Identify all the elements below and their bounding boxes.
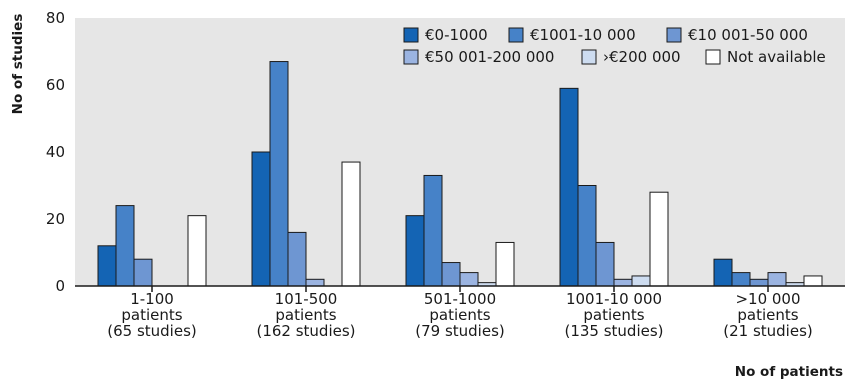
bars-group [97, 61, 823, 292]
bar [459, 272, 479, 287]
y-axis-ticks: 0 20 40 60 80 [46, 9, 65, 295]
y-tick-label: 0 [55, 277, 65, 295]
legend-label: €50 001-200 000 [425, 48, 554, 66]
legend-swatch [581, 49, 597, 65]
legend-swatch [705, 49, 721, 65]
x-category-label: (135 studies) [564, 322, 663, 340]
x-category-label: patients [737, 306, 798, 324]
x-category-label: (65 studies) [107, 322, 197, 340]
bar [251, 151, 271, 287]
y-tick-label: 80 [46, 9, 65, 27]
bar [423, 174, 443, 287]
x-category-label: patients [121, 306, 182, 324]
y-tick-label: 20 [46, 210, 65, 228]
legend-label: €10 001-50 000 [688, 26, 808, 44]
bar [649, 191, 669, 287]
x-category-label: (21 studies) [723, 322, 813, 340]
bar [97, 245, 117, 287]
bar [559, 87, 579, 287]
x-category-label: patients [429, 306, 490, 324]
bar [269, 61, 289, 287]
bar [495, 241, 515, 287]
bar [731, 272, 751, 287]
bar [115, 205, 135, 287]
bar [287, 231, 307, 287]
bar [713, 258, 733, 287]
legend-swatch [403, 27, 419, 43]
y-axis-title: No of studies [10, 14, 26, 115]
x-axis-title: No of patients [735, 364, 843, 380]
x-category-label: 501-1000 [424, 290, 496, 308]
bar [767, 272, 787, 287]
legend-swatch [403, 49, 419, 65]
bar [441, 262, 461, 287]
x-category-label: (162 studies) [256, 322, 355, 340]
legend-swatch [508, 27, 524, 43]
bar [305, 278, 325, 287]
bar [595, 241, 615, 287]
bar [341, 161, 361, 287]
bar [133, 258, 153, 287]
legend-label: €0-1000 [425, 26, 488, 44]
legend-label: Not available [727, 48, 826, 66]
bar [577, 185, 597, 287]
y-tick-label: 60 [46, 76, 65, 94]
x-category-label: >10 000 [735, 290, 800, 308]
x-category-label: patients [583, 306, 644, 324]
x-category-label: 1001-10 000 [566, 290, 662, 308]
bar [405, 215, 425, 287]
bar [803, 275, 823, 287]
bar [631, 275, 651, 287]
x-category-label: patients [275, 306, 336, 324]
x-category-label: 101-500 [275, 290, 338, 308]
x-category-label: 1-100 [130, 290, 174, 308]
bar [187, 215, 207, 287]
legend-label: ›€200 000 [603, 48, 681, 66]
x-category-label: (79 studies) [415, 322, 505, 340]
y-tick-label: 40 [46, 143, 65, 161]
legend: €0-1000 €1001-10 000 €10 001-50 000 €50 001… [403, 26, 826, 66]
legend-swatch [666, 27, 682, 43]
bar [749, 278, 769, 287]
legend-label: €1001-10 000 [530, 26, 636, 44]
bar [613, 278, 633, 287]
